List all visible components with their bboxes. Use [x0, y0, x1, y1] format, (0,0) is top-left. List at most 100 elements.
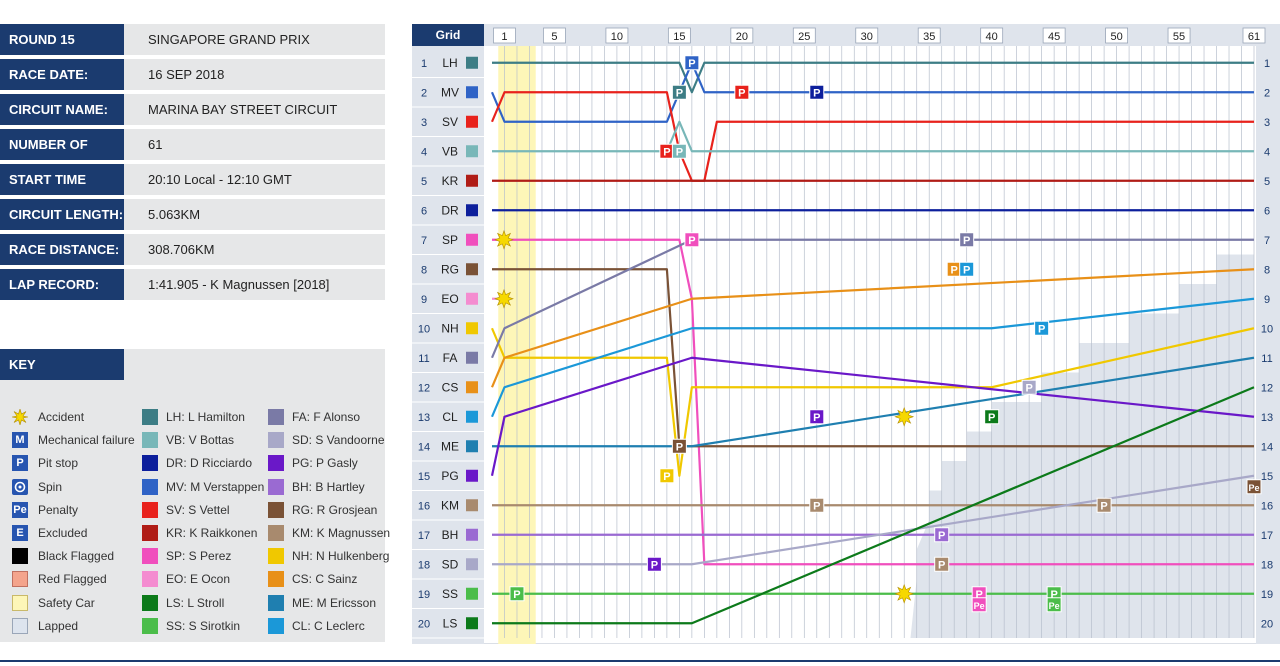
driver-color-swatch	[268, 501, 284, 518]
pit-stop-marker-label: P	[676, 441, 683, 453]
driver-label: EO: E Ocon	[166, 572, 231, 587]
pit-stop-marker-label: P	[651, 559, 658, 571]
pit-stop-marker-label: P	[688, 235, 695, 247]
driver-label: KR: K Raikkonen	[166, 526, 258, 540]
driver-color-swatch	[268, 571, 284, 588]
pit-stop-marker-label: P	[513, 589, 520, 601]
driver-label: BH: B Hartley	[292, 479, 365, 494]
info-value: 1:41.905 - K Magnussen [2018]	[124, 269, 385, 300]
grid-driver-swatch	[466, 86, 478, 99]
lap-tick-box	[917, 27, 941, 44]
pit-stop-marker-label: P	[813, 500, 820, 512]
accident-icon	[11, 407, 29, 427]
grid-driver-swatch	[466, 322, 478, 335]
key-item-label: Penalty	[38, 502, 79, 517]
pit-stop-marker-label: P	[963, 264, 970, 276]
finish-position-number: 5	[1264, 176, 1270, 188]
grid-position-number: 7	[421, 235, 427, 247]
grid-driver-swatch	[466, 174, 478, 187]
pit-stop-marker-label: P	[663, 146, 670, 158]
finish-position-number: 13	[1261, 412, 1273, 424]
driver-label: CL: C Leclerc	[292, 618, 365, 633]
pit-stop-marker-label: P	[938, 559, 945, 571]
lap-tick-label: 25	[798, 31, 810, 43]
pit-stop-marker-label: P	[963, 235, 970, 247]
key-item-label: Spin	[38, 479, 63, 494]
bottom-divider	[0, 660, 1280, 662]
info-row: CIRCUIT LENGTH: 5.063KM	[0, 199, 385, 230]
accident-icon	[494, 229, 514, 250]
lap-tick-label: 45	[1048, 31, 1060, 43]
info-label: LAP RECORD:	[0, 269, 124, 300]
grid-driver-swatch	[466, 56, 478, 69]
driver-label: SV: S Vettel	[166, 502, 230, 517]
grid-position-number: 2	[421, 87, 427, 99]
lap-tick-box	[1242, 27, 1266, 44]
driver-label: DR: D Ricciardo	[166, 456, 253, 471]
key-item-label: Lapped	[38, 618, 79, 633]
lap-tick-box	[855, 27, 879, 44]
grid-driver-swatch	[466, 587, 478, 600]
grid-position-number: 11	[418, 353, 429, 365]
grid-driver-swatch	[466, 145, 478, 158]
info-label: CIRCUIT NAME:	[0, 94, 124, 125]
finish-position-number: 1	[1264, 58, 1270, 70]
driver-color-swatch	[142, 594, 158, 611]
lap-tick-label: 30	[861, 31, 873, 43]
key-p-icon: P	[12, 455, 28, 472]
grid-driver-code: SV	[442, 115, 458, 129]
finish-position-number: 4	[1264, 146, 1270, 158]
lap-tick-box	[543, 27, 566, 44]
driver-label: RG: R Grosjean	[292, 502, 378, 517]
key-item-label: Excluded	[38, 526, 88, 540]
finish-position-number: 2	[1264, 87, 1270, 99]
key-title: KEY	[0, 349, 124, 380]
pit-stop-marker-label: P	[938, 530, 945, 542]
info-row: LAP RECORD: 1:41.905 - K Magnussen [2018]	[0, 269, 385, 300]
pit-stop-marker-label: P	[813, 87, 820, 99]
lap-tick-label: 61	[1248, 31, 1260, 43]
lap-tick-box	[1042, 27, 1066, 44]
finish-position-number: 8	[1264, 264, 1270, 276]
grid-position-number: 13	[418, 412, 430, 424]
pit-stop-marker	[671, 84, 687, 100]
info-value: 5.063KM	[124, 199, 385, 230]
driver-label: LS: L Stroll	[166, 595, 225, 610]
grid-header-label: Grid	[436, 28, 461, 42]
pit-stop-marker-label: P	[688, 58, 695, 70]
key-lapped-icon	[12, 617, 28, 634]
grid-driver-code: SS	[442, 587, 458, 601]
series-line-cl	[490, 297, 1255, 418]
driver-label: SS: S Sirotkin	[166, 618, 241, 633]
grid-driver-code: LS	[443, 616, 458, 630]
grid-driver-swatch	[466, 558, 478, 571]
pit-stop-marker-label: P	[976, 589, 983, 601]
pit-stop-marker	[959, 232, 975, 248]
grid-position-number: 12	[418, 382, 430, 394]
key-pe-icon: Pe	[12, 501, 28, 518]
grid-driver-swatch	[466, 351, 478, 364]
grid-driver-code: EO	[441, 292, 458, 306]
info-row: NUMBER OF LAPS:61	[0, 129, 385, 183]
driver-color-swatch	[142, 525, 158, 541]
grid-driver-swatch	[466, 115, 478, 128]
key-item-label: Accident	[38, 410, 85, 424]
accident-icon	[894, 406, 915, 427]
grid-position-number: 15	[418, 471, 430, 483]
finish-position-number: 9	[1264, 294, 1270, 306]
pit-stop-marker	[809, 497, 825, 513]
grid-driver-code: VB	[442, 144, 458, 158]
pit-stop-marker-label: P	[1100, 500, 1107, 512]
finish-position-number: 15	[1261, 471, 1273, 483]
series-line-cs	[490, 268, 1255, 388]
key-item-label: Red Flagged	[38, 572, 107, 587]
key-safety-car-icon	[12, 594, 28, 611]
info-label: RACE DATE:	[0, 59, 124, 90]
pit-stop-marker	[684, 232, 700, 248]
grid-position-number: 19	[418, 589, 430, 601]
pit-stop-marker	[934, 556, 950, 572]
grid-driver-code: ME	[441, 439, 459, 453]
grid-position-number: 9	[421, 294, 427, 306]
key-item-label: Mechanical failure	[38, 433, 135, 448]
info-value: SINGAPORE GRAND PRIX	[124, 24, 385, 55]
